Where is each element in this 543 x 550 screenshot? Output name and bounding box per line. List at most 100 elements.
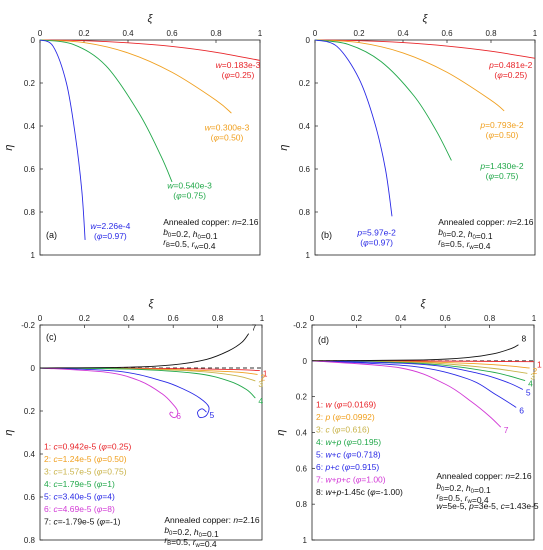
series-line-2 (39, 39, 232, 114)
y-tick-label: 0.6 (299, 165, 311, 174)
plot-frame (39, 324, 263, 541)
curve-label: w=0.300e-3 (205, 122, 250, 132)
series-line-7 (311, 360, 502, 428)
material-annotation: rB=0.5, rw=0.4 (163, 237, 216, 251)
panel-a: 0 0.2 0.4 0.6 0.8 1 0 0.2 0.4 0.6 0.8 1 ξ η w=0.183e-3… (3, 13, 263, 260)
curve-end-label: 2 (533, 366, 538, 376)
x-tick-label: 0.4 (123, 314, 135, 323)
x-axis-label: ξ (423, 13, 429, 25)
legend-entry: 7: c=-1.79e-5 (φ=-1) (44, 517, 121, 527)
x-tick-label: 0.2 (353, 29, 365, 38)
curve-label: p=0.793e-2 (479, 120, 524, 130)
x-tick-label: 0 (38, 314, 43, 323)
x-tick-label: 0.8 (484, 314, 496, 323)
series-line-8 (311, 344, 519, 362)
y-tick-label: 0.2 (24, 79, 36, 88)
plot-frame (314, 39, 536, 256)
curve-end-label: 7 (252, 323, 257, 333)
y-tick-label: 0.4 (24, 122, 36, 131)
x-tick-label: 0.8 (212, 314, 224, 323)
panel-letter: (d) (318, 335, 329, 345)
material-annotation: rB=0.5, rw=0.4 (436, 491, 489, 505)
curve-end-label: 3 (258, 379, 263, 389)
y-tick-label: 0.4 (299, 122, 311, 131)
series-line-4 (39, 39, 86, 240)
y-tick-label: 0 (303, 357, 308, 366)
legend-entry: 4: w+p (φ=0.195) (316, 437, 381, 447)
y-tick-label: 0.6 (296, 464, 308, 473)
y-tick-label: 0 (31, 36, 36, 45)
curve-end-label: 7 (504, 425, 509, 435)
x-tick-label: 0.6 (168, 314, 180, 323)
legend-entry: 2: c=1.24e-5 (φ=0.50) (44, 454, 127, 464)
curve-label-phi: (φ=0.50) (486, 130, 519, 140)
curve-end-label: 8 (521, 334, 526, 344)
material-annotation: Annealed copper: n=2.16 (436, 471, 532, 481)
legend-entry: 4: c=1.79e-5 (φ=1) (44, 479, 115, 489)
x-tick-label: 0.4 (397, 29, 409, 38)
y-tick-label: 0.8 (24, 208, 36, 217)
x-tick-label: 0.4 (395, 314, 407, 323)
x-tick-label: 1 (258, 29, 263, 38)
curve-end-label: 2 (261, 372, 266, 382)
curve-label-phi: (φ=0.75) (486, 171, 519, 181)
y-tick-label: 0.2 (24, 407, 36, 416)
series-line-4 (314, 39, 393, 217)
legend-entry: 3: c=1.57e-5 (φ=0.75) (44, 467, 127, 477)
series-line-5 (39, 367, 210, 419)
x-tick-label: 1 (533, 29, 538, 38)
y-tick-label: -0.2 (21, 321, 35, 330)
panel-letter: (b) (321, 230, 332, 240)
plot-frame (39, 39, 261, 256)
curve-label: w=0.183e-3 (216, 60, 261, 70)
y-tick-label: 0.4 (296, 429, 308, 438)
y-tick-label: 0.6 (24, 493, 36, 502)
x-axis-label: ξ (148, 13, 154, 25)
legend-entry: 7: w+p+c (φ=1.00) (316, 474, 386, 484)
material-annotation: Annealed copper: n=2.16 (163, 217, 259, 227)
curve-end-label: 5 (210, 410, 215, 420)
y-axis-label: η (3, 144, 15, 150)
legend-entry: 3: c (φ=0.616) (316, 424, 370, 434)
panel-c: 0 0.2 0.4 0.6 0.8 1-0.200.20.40.60.8ξη1234567… (3, 298, 268, 549)
x-axis-label: ξ (149, 298, 155, 310)
curve-end-label: 1 (537, 360, 542, 370)
curve-end-label: 4 (258, 396, 263, 406)
series-line-6 (39, 367, 179, 419)
material-annotation: b0=0.2, h0=0.1 (436, 481, 491, 495)
x-tick-label: 0.8 (210, 29, 222, 38)
x-tick-label: 0 (313, 29, 318, 38)
legend-entry: 1: c=0.942e-5 (φ=0.25) (44, 442, 131, 452)
series-line-1 (314, 39, 536, 59)
material-annotation: b0=0.2, h0=0.1 (163, 227, 218, 241)
legend-entry: 1: w (φ=0.0169) (316, 399, 376, 409)
x-tick-label: 0.2 (78, 29, 90, 38)
series-line-1 (39, 39, 261, 61)
x-tick-label: 0 (310, 314, 315, 323)
y-tick-label: 0.8 (24, 536, 36, 545)
curve-label-phi: (φ=0.25) (494, 70, 527, 80)
series-line-2 (314, 39, 505, 112)
panel-letter: (c) (46, 332, 57, 342)
x-tick-label: 0.6 (441, 29, 453, 38)
curve-end-label: 1 (263, 369, 268, 379)
y-tick-label: 0.8 (296, 500, 308, 509)
curve-end-label: 6 (519, 405, 524, 415)
y-tick-label: 1 (31, 251, 36, 260)
y-tick-label: 0.4 (24, 450, 36, 459)
legend-entry: 6: p+c (φ=0.915) (316, 462, 379, 472)
curve-end-label: 4 (528, 379, 533, 389)
x-tick-label: 1 (532, 314, 537, 323)
curve-label: p=0.481e-2 (488, 60, 533, 70)
material-annotation: rB=0.5, rw=0.4 (164, 535, 217, 549)
panel-letter: (a) (46, 230, 57, 240)
material-annotation: b0=0.2, h0=0.1 (438, 227, 493, 241)
x-tick-label: 0.4 (122, 29, 134, 38)
series-line-4 (39, 367, 256, 399)
material-annotation: b0=0.2, h0=0.1 (164, 525, 219, 539)
legend-entry: 8: w+p-1.45c (φ=-1.00) (316, 487, 403, 497)
legend-entry: 6: c=4.69e-5 (φ=8) (44, 504, 115, 514)
y-tick-label: 0.2 (296, 393, 308, 402)
curve-label: w=0.540e-3 (167, 180, 212, 190)
y-axis-label: η (3, 429, 15, 435)
